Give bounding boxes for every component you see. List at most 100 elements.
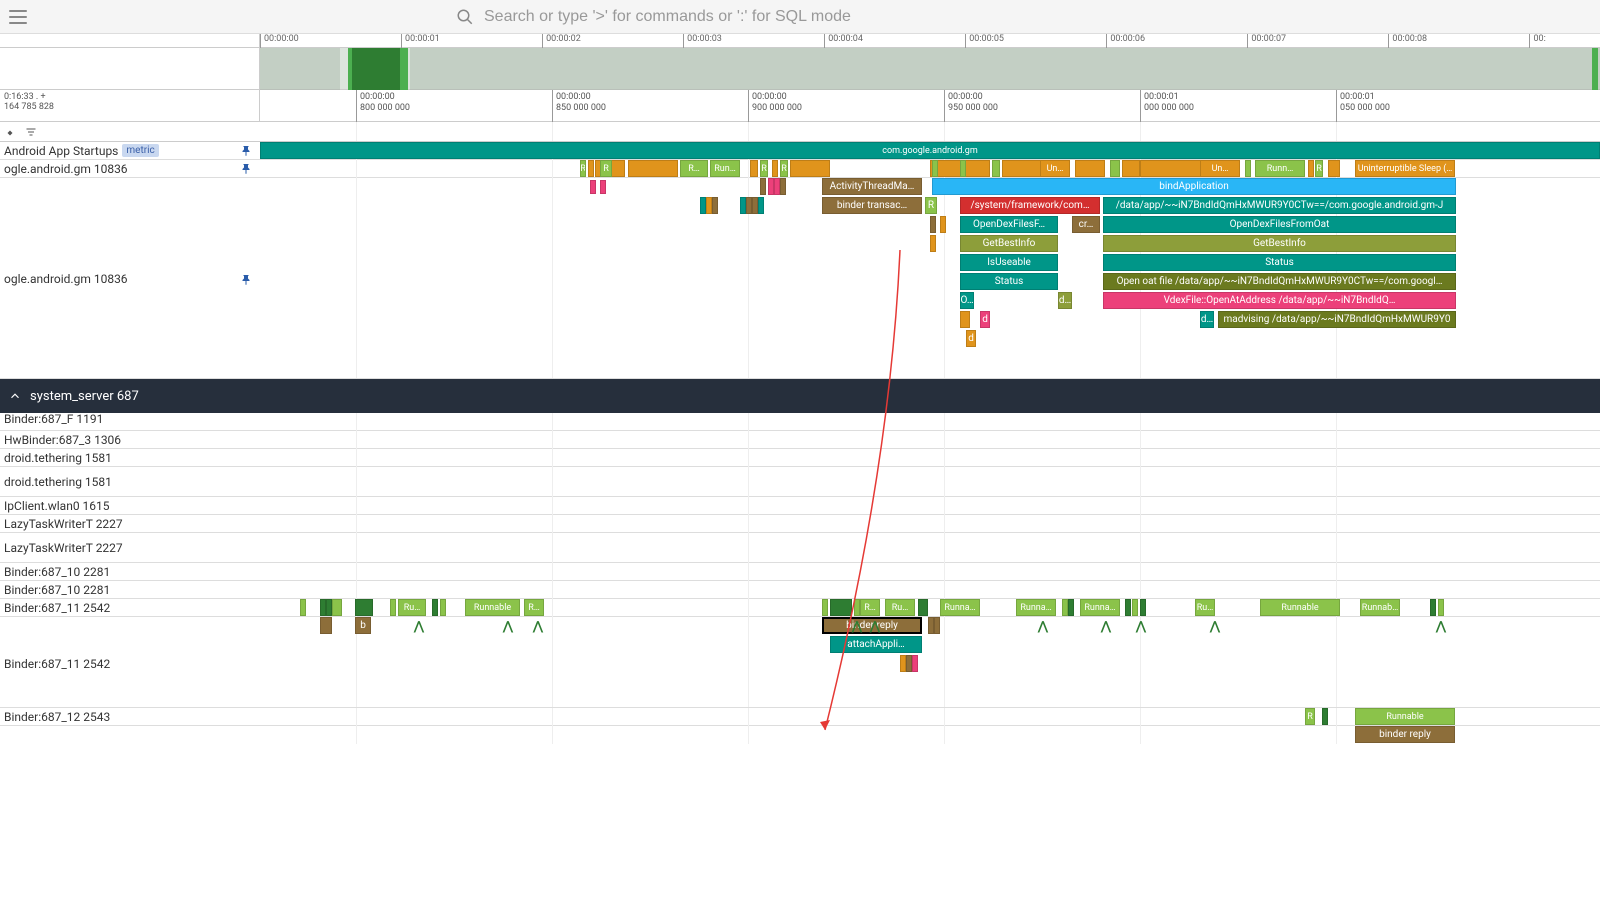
slice[interactable] [320,617,332,634]
slice[interactable] [1075,160,1105,177]
slice[interactable] [600,180,606,194]
slice[interactable] [1328,160,1340,177]
slice[interactable]: binder transac… [822,197,922,214]
wakeup-marker-icon[interactable]: ⋀ [1101,619,1111,633]
time-axis[interactable]: 0:16:33 . + 164 785 828 00:00:00800 000 … [0,90,1600,122]
slice[interactable]: Run… [710,160,740,177]
slice[interactable]: Un… [1200,160,1240,177]
slice[interactable]: b [355,617,371,634]
slice[interactable]: IsUseable [960,254,1058,271]
slice[interactable]: R [1305,708,1315,725]
slice[interactable] [780,178,786,195]
track-row[interactable]: Binder:687_F 1191 [0,413,1600,431]
slice[interactable]: GetBestInfo [1103,235,1456,252]
slice[interactable]: OpenDexFilesFromOat [1103,216,1456,233]
slice[interactable]: GetBestInfo [960,235,1058,252]
slice[interactable] [432,599,438,616]
slice[interactable]: O… [960,292,974,309]
slice[interactable]: R [780,160,788,177]
slice[interactable]: com.google.android.gm [260,142,1600,159]
slice[interactable]: /system/framework/com… [960,197,1100,214]
slice[interactable] [790,160,830,177]
slice[interactable]: Ru… [398,599,426,616]
slice[interactable] [588,160,594,177]
slice[interactable] [1438,599,1444,616]
slice[interactable]: Uninterruptible Sleep (… [1355,160,1455,177]
slice[interactable] [772,160,778,177]
slice[interactable] [590,180,596,194]
slice[interactable]: Runnable [465,599,520,616]
wakeup-marker-icon[interactable]: ⋀ [852,619,862,633]
slice[interactable] [960,311,970,328]
track-row[interactable]: IpClient.wlan0 1615 [0,497,1600,515]
slice[interactable]: Un… [1040,160,1070,177]
slice[interactable]: R [580,160,586,177]
slice[interactable]: Runnab… [1360,599,1400,616]
slice[interactable] [918,599,928,616]
slice[interactable] [912,655,918,672]
slice[interactable]: attachAppli… [830,636,922,653]
wakeup-marker-icon[interactable]: ⋀ [1436,619,1446,633]
minimap[interactable] [0,48,1600,90]
track-row[interactable]: droid.tethering 1581 [0,467,1600,497]
slice[interactable] [830,599,852,616]
slice[interactable]: R [1315,160,1323,177]
slice[interactable]: R… [860,599,880,616]
slice[interactable] [440,599,446,616]
slice[interactable] [1140,599,1146,616]
slice[interactable] [1132,599,1138,616]
slice[interactable] [628,160,678,177]
slice[interactable] [1068,599,1074,616]
slice[interactable] [712,197,718,214]
slice[interactable] [300,599,306,616]
slice[interactable] [934,617,940,634]
flame-binder-11[interactable]: Binder:687_11 2542 bbinder replyattachAp… [0,617,1600,708]
wakeup-marker-icon[interactable]: ⋀ [1136,619,1146,633]
flame-row-ogle[interactable]: ogle.android.gm 10836 ActivityThreadMa…b… [0,178,1600,379]
slice[interactable]: VdexFile::OpenAtAddress /data/app/~~iN7B… [1103,292,1456,309]
tracks-container[interactable]: Android App Startupsmetriccom.google.and… [0,142,1600,178]
track-row[interactable]: droid.tethering 1581 [0,449,1600,467]
track-row[interactable]: HwBinder:687_3 1306 [0,431,1600,449]
track-binder-11[interactable]: Binder:687_11 2542 Ru…RunnableR…R…Ru…Run… [0,599,1600,617]
slice[interactable]: bindApplication [932,178,1456,195]
slice[interactable] [332,599,342,616]
slice[interactable]: R [760,160,768,177]
wakeup-marker-icon[interactable]: ⋀ [414,619,424,633]
slice[interactable] [992,160,1000,177]
collapse-icon[interactable] [4,126,16,138]
track-row[interactable]: Binder:687_10 2281 [0,563,1600,581]
slice[interactable] [1122,160,1140,177]
slice[interactable]: R… [680,160,708,177]
wakeup-marker-icon[interactable]: ⋀ [1210,619,1220,633]
menu-button[interactable] [0,0,36,34]
slice[interactable] [930,216,936,233]
wakeup-marker-icon[interactable]: ⋀ [870,619,880,633]
slice[interactable]: binder reply [1355,726,1455,743]
slice[interactable]: Runn… [1255,160,1305,177]
slice[interactable]: Runna… [1016,599,1056,616]
slice[interactable] [940,216,946,233]
slice[interactable]: Runnable [1355,708,1455,725]
slice[interactable]: d… [1058,292,1072,309]
track-row[interactable]: LazyTaskWriterT 2227 [0,515,1600,533]
slice[interactable] [1322,708,1328,725]
pin-icon[interactable] [241,274,253,286]
flame-binder-12[interactable]: binder reply [0,726,1600,744]
wakeup-marker-icon[interactable]: ⋀ [503,619,513,633]
track-row[interactable]: Android App Startupsmetriccom.google.and… [0,142,1600,160]
slice[interactable]: ActivityThreadMa… [822,178,922,195]
filter-icon[interactable] [24,126,38,138]
slice[interactable] [390,599,396,616]
pin-icon[interactable] [241,145,253,157]
slice[interactable]: /data/app/~~iN7BndIdQmHxMWUR9Y0CTw==/com… [1103,197,1456,214]
slice[interactable] [930,235,936,252]
track-row[interactable]: LazyTaskWriterT 2227 [0,533,1600,563]
track-row[interactable]: Binder:687_10 2281 [0,581,1600,599]
wakeup-marker-icon[interactable]: ⋀ [533,619,543,633]
slice[interactable]: madvising /data/app/~~iN7BndIdQmHxMWUR9Y… [1218,311,1456,328]
slice[interactable] [750,160,758,177]
slice[interactable]: Runnable [1260,599,1340,616]
slice[interactable] [960,160,966,177]
slice[interactable] [822,599,828,616]
